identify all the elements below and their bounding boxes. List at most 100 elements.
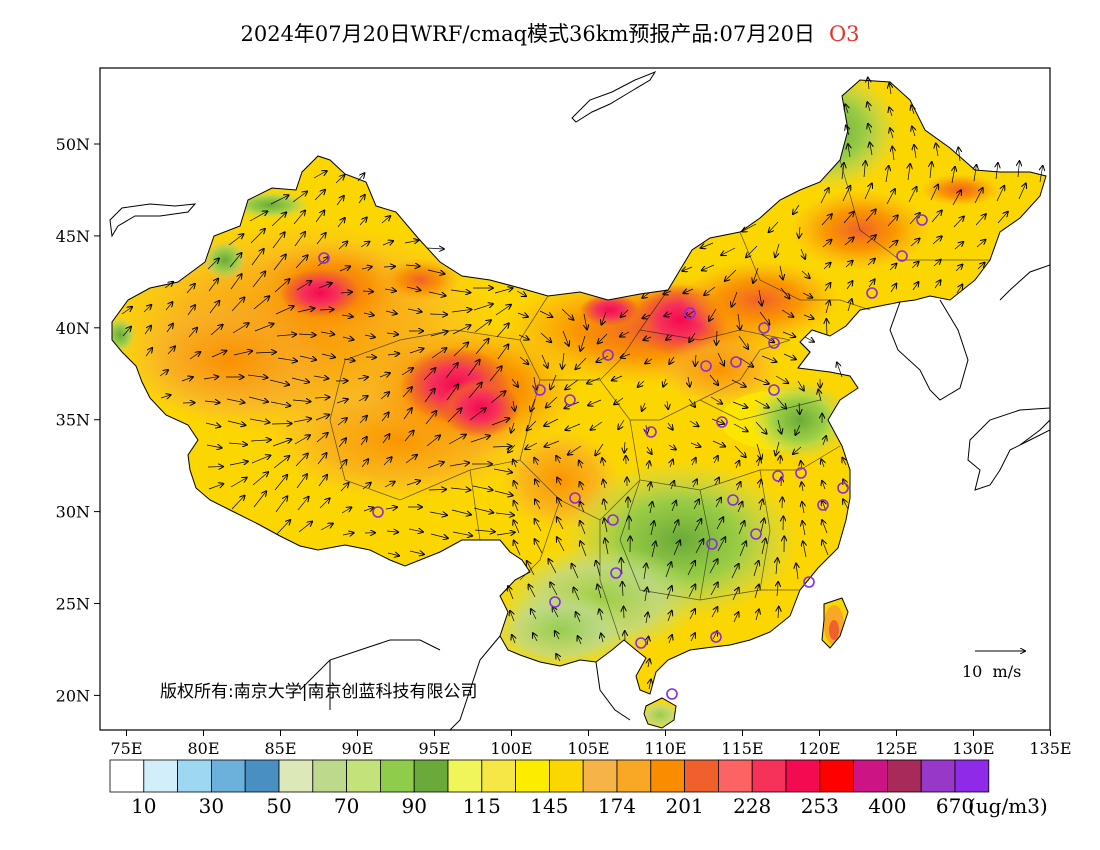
lat-tick-label: 25N — [56, 595, 90, 614]
wind-arrow — [799, 402, 800, 414]
wind-arrow — [380, 392, 389, 400]
station-marker — [318, 252, 330, 264]
wind-arrow — [755, 421, 767, 434]
wind-arrow — [580, 502, 584, 513]
wind-arrow — [211, 351, 226, 358]
wind-arrow — [605, 539, 608, 555]
wind-arrow — [846, 281, 853, 290]
wind-arrow — [341, 507, 351, 514]
wind-arrow — [336, 399, 348, 403]
wind-arrow — [253, 296, 269, 310]
wind-arrow — [143, 305, 151, 313]
wind-arrow — [823, 436, 826, 446]
wind-arrow — [122, 327, 131, 337]
wind-arrow — [822, 240, 832, 248]
wind-arrow — [801, 482, 803, 492]
wind-arrow — [293, 211, 305, 225]
northeast-green — [760, 80, 900, 190]
wind-arrow — [843, 499, 849, 510]
wind-arrow — [644, 564, 646, 580]
wind-arrow — [738, 335, 748, 349]
wind-arrow — [548, 559, 557, 574]
wind-reference: 10 m/s — [962, 651, 1025, 681]
lat-tick-label: 30N — [56, 503, 90, 522]
wind-arrow — [513, 400, 515, 411]
wind-arrow — [181, 377, 193, 381]
wind-arrow — [409, 551, 424, 554]
station-marker — [758, 322, 770, 334]
wind-arrow — [401, 368, 413, 376]
wind-arrow — [588, 399, 602, 405]
wind-arrow — [298, 522, 312, 533]
wind-arrow — [318, 283, 332, 289]
wind-arrow — [797, 380, 804, 390]
lon-tick-label: 100E — [490, 739, 532, 758]
wind-arrow — [359, 416, 367, 424]
wind-arrow — [209, 301, 219, 314]
wind-arrow — [508, 586, 514, 600]
wind-arrow — [550, 582, 558, 596]
wind-arrow — [711, 418, 724, 424]
wind-arrow — [527, 561, 535, 576]
wind-arrow — [746, 245, 758, 257]
wind-arrow — [738, 313, 740, 330]
wind-arrow — [801, 248, 805, 259]
wind-arrow — [386, 333, 398, 334]
wind-arrow — [666, 335, 674, 340]
wind-arrow — [934, 280, 941, 289]
wind-arrow — [544, 440, 560, 447]
station-marker — [684, 307, 696, 319]
wind-arrow — [1040, 166, 1043, 183]
wind-vectors — [121, 78, 1043, 690]
wind-arrow — [668, 422, 673, 430]
wind-arrow — [672, 520, 678, 534]
wind-arrow — [167, 346, 175, 355]
lon-tick-label: 80E — [187, 739, 219, 758]
wind-arrow — [996, 163, 998, 180]
wind-arrow — [732, 401, 747, 408]
wind-arrow — [803, 541, 806, 558]
lon-tick-label: 120E — [798, 739, 840, 758]
colorbar-swatch — [312, 759, 347, 793]
wind-arrow — [321, 354, 335, 357]
lon-tick-label: 75E — [110, 739, 142, 758]
wind-arrow — [759, 480, 761, 489]
wind-arrow — [731, 564, 739, 579]
wind-arrow — [342, 533, 354, 535]
wind-arrow — [956, 285, 962, 294]
wind-arrow — [248, 396, 268, 402]
wind-arrow — [688, 585, 695, 598]
wind-arrow — [760, 499, 763, 511]
wind-arrow — [848, 299, 852, 312]
wind-arrow — [753, 267, 759, 283]
wind-arrow — [495, 305, 511, 316]
station-marker — [803, 576, 815, 588]
wind-arrow — [669, 356, 674, 364]
wind-arrow — [404, 431, 414, 442]
hainan-green — [640, 701, 680, 728]
wind-arrow — [517, 313, 528, 317]
wind-arrow — [493, 469, 512, 472]
wind-arrow — [714, 456, 718, 464]
station-marker — [706, 538, 718, 550]
wind-arrow — [229, 253, 242, 268]
wind-arrow — [338, 241, 347, 250]
wind-arrow — [844, 237, 854, 246]
wind-arrow — [360, 242, 369, 248]
wind-arrow — [269, 379, 289, 385]
wind-arrow — [233, 351, 252, 356]
wind-arrow — [683, 289, 694, 293]
wind-arrow — [604, 499, 606, 511]
station-marker — [730, 356, 742, 368]
wind-arrow — [649, 679, 651, 690]
wind-arrow — [336, 196, 344, 206]
wind-arrow — [738, 521, 744, 535]
wind-arrow — [602, 458, 604, 467]
wind-arrow — [402, 387, 412, 398]
wind-arrow — [341, 315, 353, 317]
wind-arrow — [429, 314, 447, 315]
wind-arrow — [648, 461, 650, 470]
wind-arrow — [270, 401, 290, 406]
colorbar-swatch — [616, 759, 652, 793]
wind-arrow — [888, 241, 897, 249]
